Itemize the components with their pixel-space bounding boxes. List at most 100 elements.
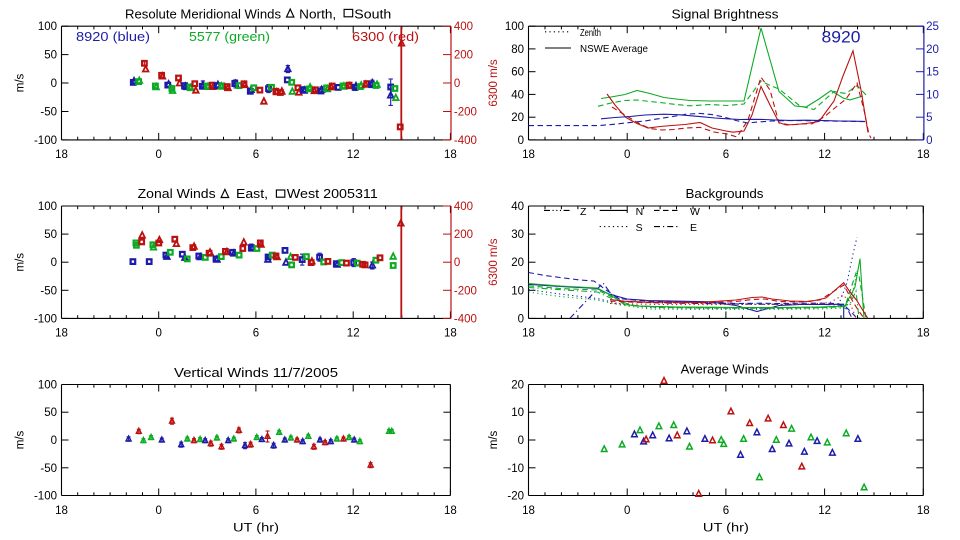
svg-text:-10: -10	[507, 463, 524, 475]
svg-text:12: 12	[347, 149, 360, 161]
svg-text:N: N	[636, 206, 644, 218]
svg-text:18: 18	[522, 328, 535, 340]
svg-text:5: 5	[926, 112, 932, 124]
svg-text:0: 0	[926, 135, 932, 147]
svg-text:200: 200	[454, 50, 473, 62]
svg-text:12: 12	[818, 149, 831, 161]
svg-text:18: 18	[522, 505, 535, 517]
svg-text:18: 18	[55, 149, 68, 161]
svg-text:40: 40	[511, 89, 524, 101]
svg-text:0: 0	[155, 328, 161, 340]
svg-text:100: 100	[505, 21, 524, 33]
svg-text:0: 0	[624, 149, 630, 161]
svg-text:12: 12	[818, 328, 831, 340]
svg-text:0: 0	[51, 435, 57, 447]
svg-text:6: 6	[253, 505, 259, 517]
svg-text:18: 18	[55, 328, 68, 340]
svg-text:m/s: m/s	[15, 73, 27, 92]
svg-text:-100: -100	[34, 313, 57, 325]
svg-text:0: 0	[624, 505, 630, 517]
svg-text:0: 0	[454, 257, 460, 269]
svg-text:18: 18	[55, 505, 68, 517]
svg-text:North,: North,	[299, 7, 336, 22]
svg-text:50: 50	[44, 50, 57, 62]
svg-text:-400: -400	[454, 135, 477, 147]
svg-text:East,: East,	[236, 186, 268, 201]
svg-text:6: 6	[253, 328, 259, 340]
svg-text:0: 0	[51, 257, 57, 269]
svg-text:100: 100	[38, 201, 57, 213]
svg-text:18: 18	[444, 328, 457, 340]
svg-text:0: 0	[51, 78, 57, 90]
svg-text:-100: -100	[34, 491, 57, 503]
svg-text:400: 400	[454, 21, 473, 33]
svg-text:S: S	[636, 222, 643, 234]
svg-text:200: 200	[454, 229, 473, 241]
svg-text:-200: -200	[454, 107, 477, 119]
svg-text:UT (hr): UT (hr)	[703, 523, 749, 535]
svg-text:E: E	[690, 222, 697, 234]
svg-text:-100: -100	[34, 135, 57, 147]
svg-text:-50: -50	[40, 463, 57, 475]
svg-text:12: 12	[347, 328, 360, 340]
svg-text:50: 50	[44, 407, 57, 419]
svg-text:20: 20	[511, 257, 524, 269]
svg-text:W: W	[690, 206, 700, 218]
svg-text:18: 18	[917, 328, 930, 340]
svg-text:Signal Brightness: Signal Brightness	[672, 6, 780, 21]
svg-text:Average Winds: Average Winds	[681, 363, 769, 377]
svg-text:0: 0	[518, 313, 524, 325]
svg-text:Backgrounds: Backgrounds	[686, 186, 765, 201]
svg-text:30: 30	[511, 229, 524, 241]
svg-text:0: 0	[518, 135, 524, 147]
svg-text:400: 400	[454, 201, 473, 213]
svg-text:12: 12	[347, 505, 360, 517]
svg-text:60: 60	[511, 67, 524, 79]
svg-text:18: 18	[917, 505, 930, 517]
svg-text:20: 20	[511, 380, 524, 392]
svg-text:-200: -200	[454, 285, 477, 297]
svg-text:m/s: m/s	[488, 430, 500, 449]
svg-text:0: 0	[454, 78, 460, 90]
svg-text:80: 80	[511, 44, 524, 56]
svg-text:10: 10	[511, 285, 524, 297]
svg-text:Vertical Winds 11/7/2005: Vertical Winds 11/7/2005	[174, 365, 338, 380]
svg-text:18: 18	[917, 149, 930, 161]
svg-text:50: 50	[44, 229, 57, 241]
svg-text:-50: -50	[40, 285, 57, 297]
svg-text:West 2005311: West 2005311	[287, 186, 378, 201]
svg-text:20: 20	[926, 44, 939, 56]
svg-text:6: 6	[723, 505, 729, 517]
svg-text:NSWE Average: NSWE Average	[580, 43, 648, 55]
svg-text:0: 0	[624, 328, 630, 340]
svg-text:6: 6	[723, 149, 729, 161]
svg-text:8920: 8920	[822, 29, 861, 47]
svg-text:100: 100	[38, 380, 57, 392]
svg-text:25: 25	[926, 21, 939, 33]
svg-text:20: 20	[511, 112, 524, 124]
svg-text:5577 (green): 5577 (green)	[189, 30, 270, 44]
svg-text:100: 100	[38, 21, 57, 33]
svg-text:6: 6	[723, 328, 729, 340]
svg-text:40: 40	[511, 201, 524, 213]
svg-text:15: 15	[926, 67, 939, 79]
svg-text:12: 12	[818, 505, 831, 517]
svg-text:10: 10	[926, 89, 939, 101]
svg-text:-400: -400	[454, 313, 477, 325]
svg-text:0: 0	[155, 149, 161, 161]
svg-text:6300 m/s: 6300 m/s	[488, 59, 500, 107]
svg-text:18: 18	[444, 505, 457, 517]
svg-text:6300 m/s: 6300 m/s	[488, 238, 500, 286]
svg-text:-50: -50	[40, 107, 57, 119]
svg-text:m/s: m/s	[15, 253, 27, 272]
svg-text:0: 0	[155, 505, 161, 517]
svg-text:18: 18	[444, 149, 457, 161]
svg-text:UT (hr): UT (hr)	[233, 523, 279, 535]
svg-text:0: 0	[518, 435, 524, 447]
svg-text:South: South	[354, 7, 391, 22]
svg-text:Zenith: Zenith	[580, 27, 601, 39]
svg-text:6300 (red): 6300 (red)	[352, 30, 419, 44]
svg-text:18: 18	[522, 149, 535, 161]
svg-text:Z: Z	[580, 206, 587, 218]
svg-text:6: 6	[253, 149, 259, 161]
